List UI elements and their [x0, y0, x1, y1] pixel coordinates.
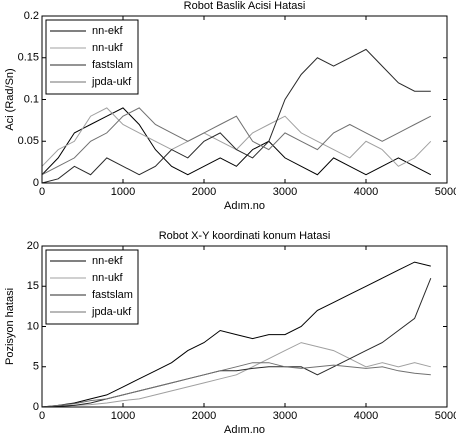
legend-label: fastslam: [92, 289, 133, 301]
data-line: [41, 342, 431, 408]
x-tick-label: 4000: [354, 410, 378, 422]
x-tick-label: 3000: [273, 186, 297, 198]
chart-title: Robot X-Y koordinati konum Hatasi: [159, 230, 331, 242]
legend-label: jpda-ukf: [91, 76, 132, 88]
y-tick-label: 15: [27, 280, 39, 292]
y-tick-label: 0: [33, 401, 39, 413]
x-tick-label: 1000: [111, 410, 135, 422]
data-line: [41, 362, 431, 408]
y-tick-label: 5: [33, 361, 39, 373]
x-tick-label: 1000: [111, 186, 135, 198]
legend-label: nn-ekf: [92, 25, 124, 37]
data-line: [41, 107, 432, 176]
x-tick-label: 0: [39, 410, 45, 422]
y-tick-label: 20: [27, 240, 39, 252]
y-tick-label: 0.2: [24, 10, 39, 22]
data-line: [41, 261, 431, 408]
y-tick-label: 0: [33, 177, 39, 189]
y-axis-label: Aci (Rad/Sn): [4, 68, 16, 130]
x-tick-label: 4000: [354, 186, 378, 198]
x-axis-label: Adım.no: [224, 200, 265, 212]
data-line: [41, 107, 432, 176]
x-axis-label: Adım.no: [224, 424, 265, 436]
legend-label: nn-ukf: [92, 42, 124, 54]
y-tick-label: 0.15: [18, 52, 39, 64]
y-axis-label: Pozisyon hatasi: [4, 288, 16, 365]
y-tick-label: 0.1: [24, 93, 39, 105]
legend-label: fastslam: [92, 59, 133, 71]
x-tick-label: 2000: [192, 410, 216, 422]
legend-label: nn-ekf: [92, 255, 124, 267]
y-tick-label: 10: [27, 320, 39, 332]
legend-label: jpda-ukf: [91, 306, 132, 318]
x-tick-label: 2000: [192, 186, 216, 198]
data-line: [41, 48, 431, 184]
x-tick-label: 3000: [273, 410, 297, 422]
y-tick-label: 0.05: [18, 135, 39, 147]
chart-title: Robot Baslik Acisi Hatasi: [184, 0, 306, 12]
x-tick-label: 0: [39, 186, 45, 198]
legend-label: nn-ukf: [92, 272, 124, 284]
